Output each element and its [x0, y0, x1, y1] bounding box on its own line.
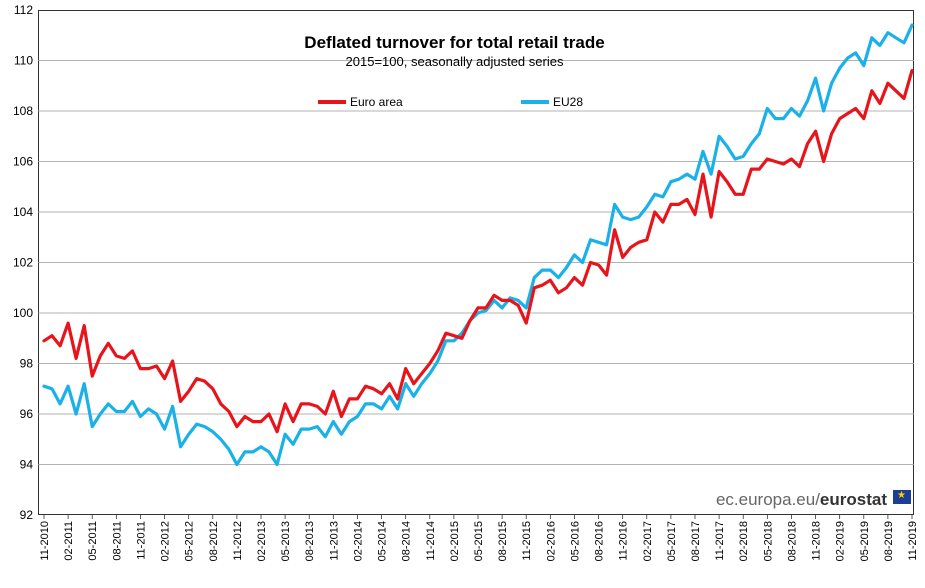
y-tick-label: 96	[20, 407, 34, 421]
x-tick-label: 05-2012	[184, 521, 196, 561]
series-line-euro-area	[42, 68, 914, 434]
x-tick-label: 11-2016	[618, 521, 630, 561]
x-tick-label: 11-2017	[714, 521, 726, 561]
x-tick-label: 08-2013	[304, 521, 316, 561]
brand-name: eurostat	[819, 490, 887, 509]
x-tick-label: 02-2015	[449, 521, 461, 561]
x-tick-label: 05-2018	[762, 521, 774, 561]
x-tick-label: 02-2018	[738, 521, 750, 561]
x-tick-label: 05-2013	[280, 521, 292, 561]
x-tick-label: 08-2014	[401, 521, 413, 561]
y-tick-label: 94	[20, 458, 34, 472]
y-tick-label: 100	[13, 306, 33, 320]
x-tick-label: 05-2016	[569, 521, 581, 561]
x-tick-label: 08-2019	[883, 521, 895, 561]
legend-swatch-euro-area	[318, 100, 346, 104]
x-tick-label: 02-2012	[160, 521, 172, 561]
x-tick-label: 08-2011	[111, 521, 123, 561]
x-tick-label: 11-2011	[135, 521, 147, 560]
eu-flag-icon	[893, 490, 911, 504]
y-tick-label: 110	[14, 54, 33, 68]
x-tick-label: 02-2014	[352, 521, 364, 561]
x-tick-label: 02-2017	[642, 521, 654, 561]
y-tick-label: 102	[13, 256, 33, 270]
y-tick-label: 104	[13, 205, 33, 219]
x-tick-label: 02-2011	[63, 521, 75, 561]
chart-subtitle: 2015=100, seasonally adjusted series	[345, 54, 564, 69]
y-tick-label: 108	[13, 104, 33, 118]
brand-domain: ec.europa.eu/	[715, 490, 820, 509]
x-tick-label: 08-2018	[786, 521, 798, 561]
y-tick-label: 106	[13, 155, 33, 169]
x-tick-label: 11-2015	[521, 521, 533, 561]
y-tick-label: 92	[20, 508, 34, 522]
x-tick-label: 11-2018	[811, 521, 823, 561]
legend-swatch-eu28	[521, 100, 549, 104]
legend-label-eu28: EU28	[553, 95, 584, 109]
y-tick-label: 98	[20, 357, 34, 371]
x-tick-label: 05-2017	[666, 521, 678, 561]
x-tick-label: 11-2013	[328, 521, 340, 561]
series-line-eu28	[42, 23, 914, 467]
x-tick-label: 05-2011	[87, 521, 99, 561]
x-tick-label: 02-2013	[256, 521, 268, 561]
x-tick-label: 08-2012	[208, 521, 220, 561]
x-tick-label: 11-2010	[39, 521, 51, 561]
legend-item-euro-area: Euro area	[318, 95, 403, 109]
y-tick-label: 112	[14, 3, 33, 17]
x-tick-label: 05-2015	[473, 521, 485, 561]
legend-item-eu28: EU28	[521, 95, 583, 109]
x-tick-label: 11-2012	[232, 521, 244, 561]
legend-label-euro-area: Euro area	[350, 95, 403, 109]
x-tick-label: 08-2015	[497, 521, 509, 561]
x-tick-label: 08-2017	[690, 521, 702, 561]
x-tick-label: 05-2014	[377, 521, 389, 561]
x-tick-label: 08-2016	[594, 521, 606, 561]
x-tick-label: 05-2019	[859, 521, 871, 561]
x-tick-label: 11-2014	[425, 521, 437, 561]
x-tick-label: 02-2016	[545, 521, 557, 561]
x-tick-label: 02-2019	[835, 521, 847, 561]
x-tick-label: 11-2019	[907, 521, 919, 561]
chart-title: Deflated turnover for total retail trade	[304, 33, 605, 52]
eurostat-brand: ec.europa.eu/eurostat	[716, 490, 887, 510]
